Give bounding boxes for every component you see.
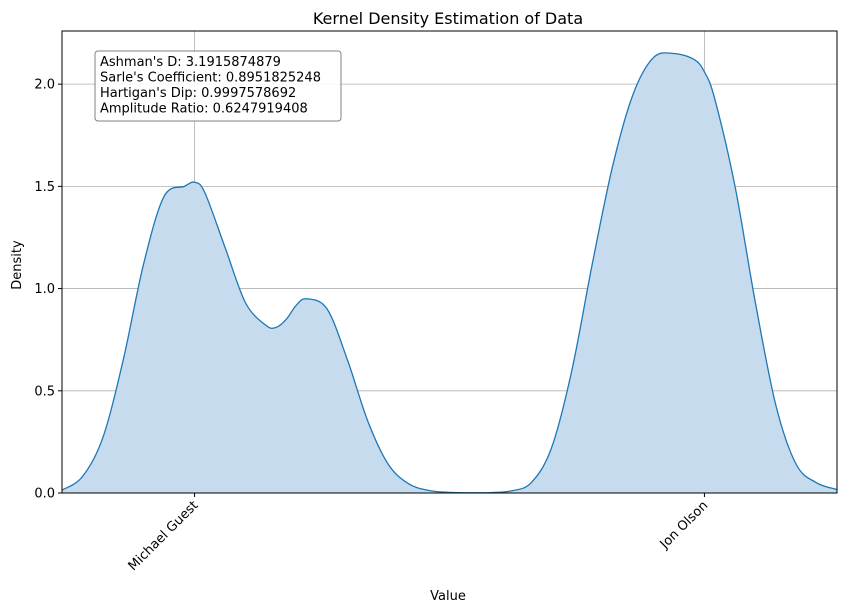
y-tick-label: 1.5	[34, 180, 55, 195]
plot-frame	[61, 30, 838, 494]
y-axis-ticks: 0.0 0.5 1.0 1.5 2.0	[34, 78, 62, 502]
y-tick-label: 0.5	[34, 384, 55, 399]
y-tick-label: 2.0	[34, 78, 55, 93]
x-axis-label: Value	[430, 589, 466, 604]
annotation-line: Amplitude Ratio: 0.6247919408	[100, 102, 308, 117]
annotation-line: Ashman's D: 3.1915874879	[100, 55, 281, 70]
y-axis-label: Density	[10, 240, 25, 290]
annotation-line: Sarle's Coefficient: 0.8951825248	[100, 71, 321, 86]
annotation-line: Hartigan's Dip: 0.9997578692	[100, 86, 296, 101]
chart-title: Kernel Density Estimation of Data	[313, 9, 583, 28]
density-area	[62, 52, 837, 493]
series-layer	[61, 52, 838, 494]
y-tick-label: 1.0	[34, 282, 55, 297]
y-tick-label: 0.0	[34, 487, 55, 502]
density-line	[61, 52, 838, 494]
annotation-box-frame	[94, 50, 342, 122]
